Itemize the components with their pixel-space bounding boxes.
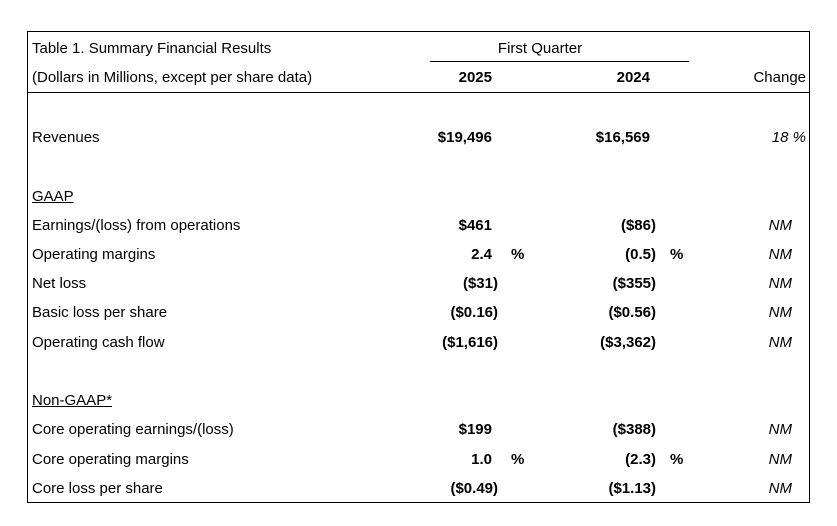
core-operating-margins-2024: (2.3) [625,451,656,468]
basic-loss-per-share-change: NM [768,304,792,321]
operating-cash-flow-2025: ($1,616) [442,334,498,351]
earnings-from-operations-2025: $461 [458,217,492,234]
core-operating-earnings-change: NM [768,421,792,438]
group-header-first-quarter: First Quarter [497,40,583,57]
revenues-2025: $19,496 [437,129,492,146]
core-operating-margins-2025-percent: % [511,451,525,468]
header-divider [27,92,810,93]
row-label-revenues: Revenues [32,129,100,146]
revenues-2024: $16,569 [595,129,650,146]
row-label-core-loss-per-share: Core loss per share [32,480,163,497]
row-label-earnings-from-operations: Earnings/(loss) from operations [32,217,241,234]
core-operating-margins-2025: 1.0 [471,451,492,468]
operating-margins-2024: (0.5) [625,246,656,263]
column-header-change: Change [753,69,806,86]
net-loss-2024: ($355) [612,275,656,292]
core-operating-margins-2024-percent: % [670,451,684,468]
row-label-operating-margins: Operating margins [32,246,156,263]
row-label-core-operating-margins: Core operating margins [32,451,189,468]
operating-margins-2025-percent: % [511,246,525,263]
revenues-change: 18 % [771,129,806,146]
core-operating-earnings-2024: ($388) [612,421,656,438]
operating-margins-2024-percent: % [670,246,684,263]
core-loss-per-share-2024: ($1.13) [608,480,656,497]
core-operating-earnings-2025: $199 [458,421,492,438]
operating-margins-change: NM [768,246,792,263]
table-subtitle: (Dollars in Millions, except per share d… [32,69,313,86]
basic-loss-per-share-2025: ($0.16) [450,304,498,321]
section-label-gaap: GAAP [32,188,74,205]
row-label-net-loss: Net loss [32,275,87,292]
net-loss-change: NM [768,275,792,292]
financial-table [27,31,810,503]
core-loss-per-share-change: NM [768,480,792,497]
row-label-operating-cash-flow: Operating cash flow [32,334,165,351]
column-header-2024: 2024 [616,69,650,86]
core-loss-per-share-2025: ($0.49) [450,480,498,497]
earnings-from-operations-2024: ($86) [620,217,656,234]
group-header-underline [430,61,689,62]
column-header-2025: 2025 [458,69,492,86]
row-label-basic-loss-per-share: Basic loss per share [32,304,168,321]
operating-margins-2025: 2.4 [471,246,492,263]
basic-loss-per-share-2024: ($0.56) [608,304,656,321]
earnings-from-operations-change: NM [768,217,792,234]
net-loss-2025: ($31) [462,275,498,292]
core-operating-margins-change: NM [768,451,792,468]
row-label-core-operating-earnings: Core operating earnings/(loss) [32,421,234,438]
operating-cash-flow-2024: ($3,362) [600,334,656,351]
operating-cash-flow-change: NM [768,334,792,351]
section-label-non-gaap: Non-GAAP* [32,392,113,409]
table-title: Table 1. Summary Financial Results [32,40,272,57]
